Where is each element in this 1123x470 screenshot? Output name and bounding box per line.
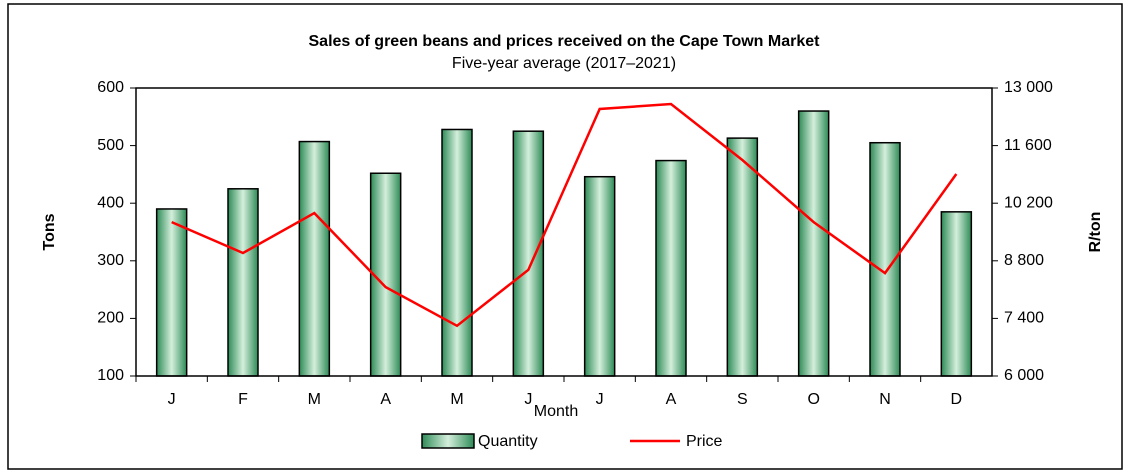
y-tick-label: 500 — [97, 137, 124, 154]
y2-tick-label: 6 000 — [1004, 367, 1044, 384]
y-tick-label: 400 — [97, 194, 124, 211]
y-tick-label: 200 — [97, 310, 124, 327]
x-axis-label: Month — [534, 403, 578, 420]
bar — [655, 159, 687, 377]
y-tick-label: 600 — [97, 79, 124, 96]
y-tick-label: 100 — [97, 367, 124, 384]
legend-swatch — [421, 433, 475, 449]
chart-subtitle: Five-year average (2017–2021) — [452, 55, 676, 72]
x-tick-label: J — [524, 391, 532, 408]
y2-tick-label: 11 600 — [1004, 137, 1052, 154]
x-tick-label: M — [450, 391, 463, 408]
y-axis-label: Tons — [41, 213, 58, 250]
x-tick-label: S — [737, 391, 748, 408]
x-tick-label: A — [380, 391, 391, 408]
x-tick-label: O — [807, 391, 819, 408]
x-tick-label: J — [168, 391, 176, 408]
bar — [227, 188, 259, 377]
bar — [583, 175, 616, 377]
x-tick-label: N — [879, 391, 891, 408]
x-tick-label: F — [238, 391, 248, 408]
bar — [155, 208, 188, 377]
chart-border — [7, 3, 1123, 470]
y2-tick-label: 10 200 — [1004, 194, 1053, 211]
bar — [726, 137, 759, 377]
y-tick-label: 300 — [97, 252, 124, 269]
bar — [797, 110, 830, 377]
bar — [940, 211, 973, 377]
x-tick-label: M — [308, 391, 321, 408]
legend-label: Quantity — [478, 433, 538, 450]
chart-title: Sales of green beans and prices received… — [309, 33, 821, 50]
plot-area — [135, 87, 993, 377]
y2-axis-label: R/ton — [1087, 212, 1104, 253]
y2-tick-label: 8 800 — [1004, 252, 1044, 269]
bar — [512, 130, 545, 377]
x-tick-label: D — [951, 391, 963, 408]
bar — [298, 140, 331, 377]
bar — [441, 128, 473, 377]
y2-tick-label: 7 400 — [1004, 310, 1044, 327]
y2-tick-label: 13 000 — [1004, 79, 1053, 96]
x-tick-label: A — [666, 391, 677, 408]
legend-label: Price — [686, 433, 723, 450]
price-line — [171, 102, 958, 328]
x-tick-label: J — [596, 391, 604, 408]
